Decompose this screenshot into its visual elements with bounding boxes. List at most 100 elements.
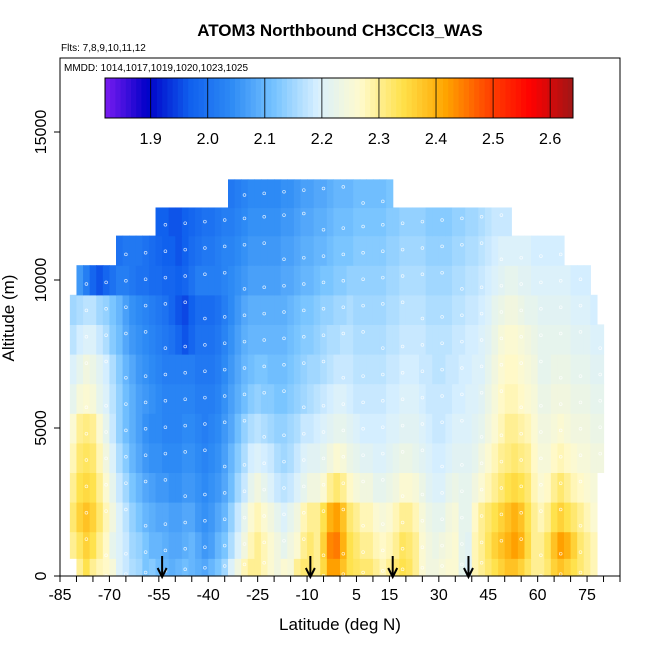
heatmap-cell [89, 558, 97, 577]
heatmap-cell [287, 472, 295, 503]
sample-marker [262, 338, 266, 342]
sample-marker [479, 540, 484, 545]
sample-marker [381, 199, 385, 204]
heatmap-cell [300, 383, 308, 414]
sample-marker [479, 461, 484, 466]
heatmap-cell [570, 354, 578, 385]
sample-marker [460, 418, 464, 423]
heatmap-cell [445, 531, 453, 559]
sample-marker [321, 333, 326, 337]
sample-marker [381, 249, 385, 253]
heatmap-cell [340, 207, 348, 237]
heatmap-cell [241, 502, 249, 533]
heatmap-cell [405, 265, 414, 296]
heatmap-cell [195, 354, 203, 385]
colorbar-tick-label: 2.1 [254, 131, 276, 148]
heatmap-cell [471, 531, 479, 559]
colorbar-swatch [131, 78, 137, 118]
heatmap-cell [274, 354, 282, 385]
heatmap-cell [340, 294, 348, 325]
sample-marker [539, 430, 543, 434]
heatmap-cell [498, 235, 506, 266]
heatmap-cell [544, 558, 552, 577]
heatmap-cell [583, 502, 591, 533]
heatmap-cell [155, 442, 163, 473]
colorbar-swatch [333, 78, 340, 118]
heatmap-cell [142, 531, 150, 559]
heatmap-cell [135, 413, 143, 444]
sample-marker [539, 280, 543, 285]
colorbar-swatch [427, 78, 434, 118]
heatmap-cell [254, 558, 262, 577]
colorbar-swatch [567, 78, 574, 118]
sample-marker [321, 430, 326, 434]
x-tick-label: -70 [98, 587, 121, 604]
heatmap-cell [201, 207, 209, 237]
heatmap-cell [498, 383, 506, 414]
heatmap-cell [307, 502, 315, 533]
heatmap-cell [102, 383, 111, 414]
heatmap-cell [195, 413, 203, 444]
heatmap-cell [458, 207, 466, 237]
x-axis: -85 -70 -55 -40 -25 -10 5 15 30 45 60 75 [48, 576, 621, 604]
heatmap-cell [188, 207, 196, 237]
heatmap-cell [260, 294, 269, 325]
sample-marker [203, 316, 207, 321]
heatmap-cell [353, 179, 361, 209]
heatmap-cell [234, 472, 242, 503]
heatmap-cell [550, 383, 559, 414]
x-axis-label: Latitude (deg N) [279, 615, 401, 634]
heatmap-cell [405, 558, 414, 577]
heatmap-cell [452, 472, 460, 503]
heatmap-cell [96, 383, 104, 414]
sample-marker [262, 561, 266, 565]
heatmap-cell [465, 383, 473, 414]
x-tick-label: -40 [197, 587, 220, 604]
heatmap-cell [287, 531, 295, 559]
sample-marker [420, 316, 425, 321]
heatmap-cell [333, 531, 341, 559]
sample-marker [479, 390, 484, 395]
heatmap-cell [596, 442, 605, 473]
sample-marker [381, 425, 385, 429]
heatmap-cell [228, 442, 236, 473]
sample-marker [143, 570, 148, 575]
colorbar-swatch [417, 78, 423, 118]
heatmap-cell [326, 324, 335, 355]
heatmap-cell [142, 413, 150, 444]
heatmap-cell [116, 235, 124, 266]
heatmap-cell [419, 558, 427, 577]
colorbar-swatch [484, 78, 491, 118]
heatmap-cell [471, 558, 479, 577]
heatmap-cell [320, 354, 328, 385]
heatmap-cell [267, 558, 275, 577]
sample-marker [558, 331, 563, 336]
sample-marker [519, 511, 523, 515]
sample-marker [341, 305, 346, 309]
heatmap-cell [241, 472, 249, 503]
heatmap-cell [517, 354, 526, 385]
heatmap-cell [333, 558, 341, 577]
heatmap-cell [89, 502, 97, 533]
profile-arrow [387, 556, 399, 580]
colorbar-swatch [469, 78, 475, 118]
heatmap-cell [412, 265, 420, 296]
heatmap-cell [346, 235, 354, 266]
heatmap-cell [596, 383, 605, 414]
sample-marker [84, 308, 89, 313]
heatmap-cell [89, 265, 97, 296]
heatmap-cell [208, 383, 216, 414]
heatmap-cell [247, 383, 255, 414]
sample-marker [420, 369, 425, 373]
sample-marker [124, 375, 128, 380]
heatmap-cell [471, 235, 479, 266]
heatmap-cell [83, 502, 91, 533]
heatmap-cell [300, 531, 308, 559]
heatmap-cell [564, 324, 572, 355]
profile-arrow-head [463, 567, 474, 580]
heatmap-cell [148, 265, 157, 296]
sample-marker [321, 186, 326, 191]
heatmap-cell [188, 531, 196, 559]
heatmap-cell [254, 207, 262, 237]
sample-marker [203, 565, 207, 570]
